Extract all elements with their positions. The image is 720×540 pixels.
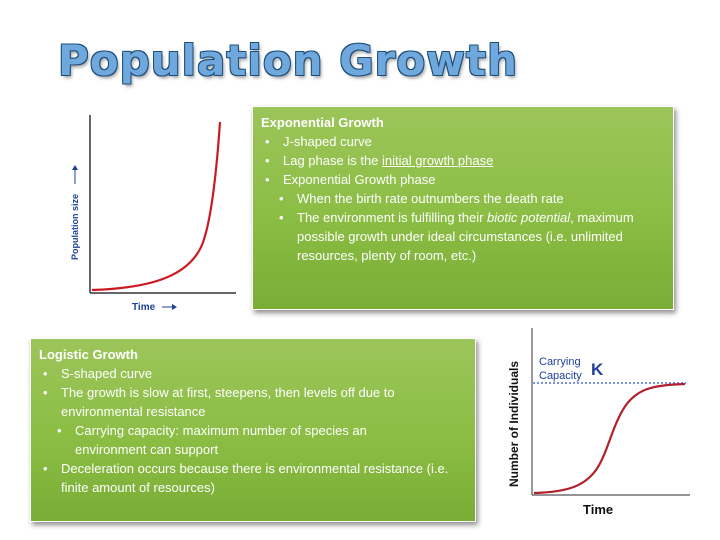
sub-list-item: When the birth rate outnumbers the death… (275, 189, 665, 208)
list-item: The growth is slow at first, steepens, t… (39, 383, 467, 421)
sub-list-item: Carrying capacity: maximum number of spe… (53, 421, 467, 459)
j-curve (91, 121, 222, 292)
logistic-growth-graph: Number of Individuals Carrying Capacity … (500, 325, 700, 530)
y-arrowhead (72, 165, 78, 170)
underlined-text: initial growth phase (382, 153, 494, 168)
y-axis-label: Population size (70, 194, 80, 260)
carrying-capacity-label: Carrying (539, 356, 581, 368)
list-item: Deceleration occurs because there is env… (39, 459, 467, 497)
logistic-growth-panel: Logistic Growth S-shaped curve The growt… (30, 338, 476, 522)
y-axis-label: Number of Individuals (507, 361, 521, 487)
x-arrowhead (172, 304, 177, 310)
page-title: Population Growth (58, 36, 519, 85)
exponential-heading: Exponential Growth (261, 115, 384, 130)
logistic-heading: Logistic Growth (39, 347, 138, 362)
sub-list-item: The environment is fulfilling their biot… (275, 208, 665, 265)
k-label: K (591, 360, 604, 379)
exponential-growth-panel: Exponential Growth J-shaped curve Lag ph… (252, 106, 674, 310)
exponential-growth-graph: Population size Time (70, 115, 236, 313)
x-axis-label: Time (583, 502, 613, 517)
s-curve (533, 382, 686, 495)
carrying-capacity-label: Capacity (539, 370, 582, 382)
list-item: Lag phase is the initial growth phase (261, 151, 665, 170)
list-item: Exponential Growth phase (261, 170, 665, 189)
list-item: J-shaped curve (261, 132, 665, 151)
x-axis-label: Time (132, 302, 156, 313)
italic-text: biotic potential (487, 210, 571, 225)
list-item: S-shaped curve (39, 364, 467, 383)
